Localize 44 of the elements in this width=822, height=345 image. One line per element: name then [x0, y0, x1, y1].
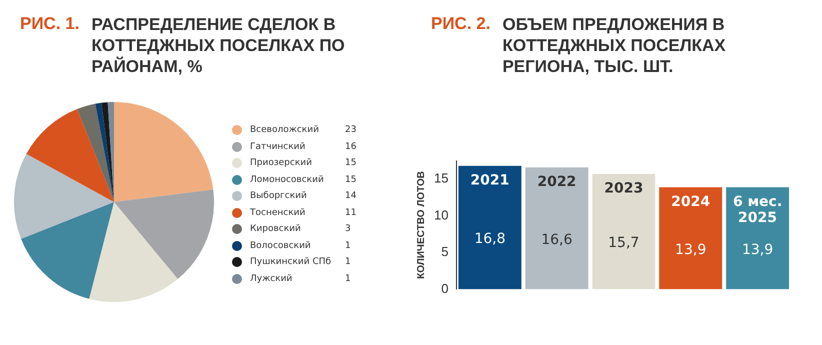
chart-title: РАСПРЕДЕЛЕНИЕ СДЕЛОК В КОТТЕДЖНЫХ ПОСЕЛКАХ ПО РАЙОНАМ, %	[91, 14, 346, 77]
data-label: 15,7	[608, 235, 640, 252]
y-tick-label: 15	[434, 170, 448, 186]
y-tick-label: 0	[441, 280, 448, 296]
data-label: 11	[345, 208, 356, 218]
legend-label: Тосненский	[250, 208, 306, 218]
data-label: 14	[345, 191, 356, 202]
bar	[726, 187, 790, 290]
data-label: 15	[345, 158, 356, 168]
legend-label: Кировский	[250, 224, 302, 234]
y-tick-label: 10	[434, 207, 448, 222]
bar	[458, 166, 522, 290]
data-label: 13,9	[742, 242, 774, 258]
bar	[525, 167, 588, 290]
data-label: 15	[345, 174, 356, 185]
bar	[592, 174, 656, 290]
legend-label: Выборгский	[250, 191, 308, 202]
category-label: 6 мес. 2025	[732, 194, 782, 226]
legend-label: Приозерский	[250, 158, 313, 168]
chart-subtitle: РИС. 1.	[20, 14, 80, 35]
data-label: 16,6	[541, 232, 572, 248]
data-label: 16,8	[474, 231, 506, 248]
legend-label: Гатчинский	[250, 142, 306, 152]
chart-subtitle: РИС. 2.	[431, 14, 490, 35]
legend-label: Ломоносовский	[250, 174, 325, 185]
data-label: 16	[345, 142, 356, 152]
bar	[659, 187, 722, 290]
data-label: 3	[345, 224, 351, 234]
data-label: 1	[345, 274, 351, 284]
data-label: 1	[345, 240, 351, 251]
data-label: 1	[345, 257, 351, 268]
legend-label: Лужский	[250, 274, 294, 284]
data-label: 23	[345, 125, 356, 136]
y-axis-title: КОЛИЧЕСТВО ЛОТОВ	[416, 171, 427, 279]
legend-label: Волосовский	[250, 240, 312, 251]
data-label: 13,9	[675, 242, 706, 258]
legend-label: Пушкинский СПб	[250, 257, 332, 268]
legend-label: Всеволожский	[250, 125, 320, 136]
category-label: 2021	[470, 172, 510, 189]
y-tick-label: 5	[441, 244, 448, 260]
chart-title: ОБЪЕМ ПРЕДЛОЖЕНИЯ В КОТТЕДЖНЫХ ПОСЕЛКАХ РЕГИОНА, ТЫС. ШТ.	[502, 14, 727, 77]
category-label: 2023	[604, 180, 644, 197]
category-label: 2022	[537, 174, 576, 190]
category-label: 2024	[671, 194, 710, 210]
